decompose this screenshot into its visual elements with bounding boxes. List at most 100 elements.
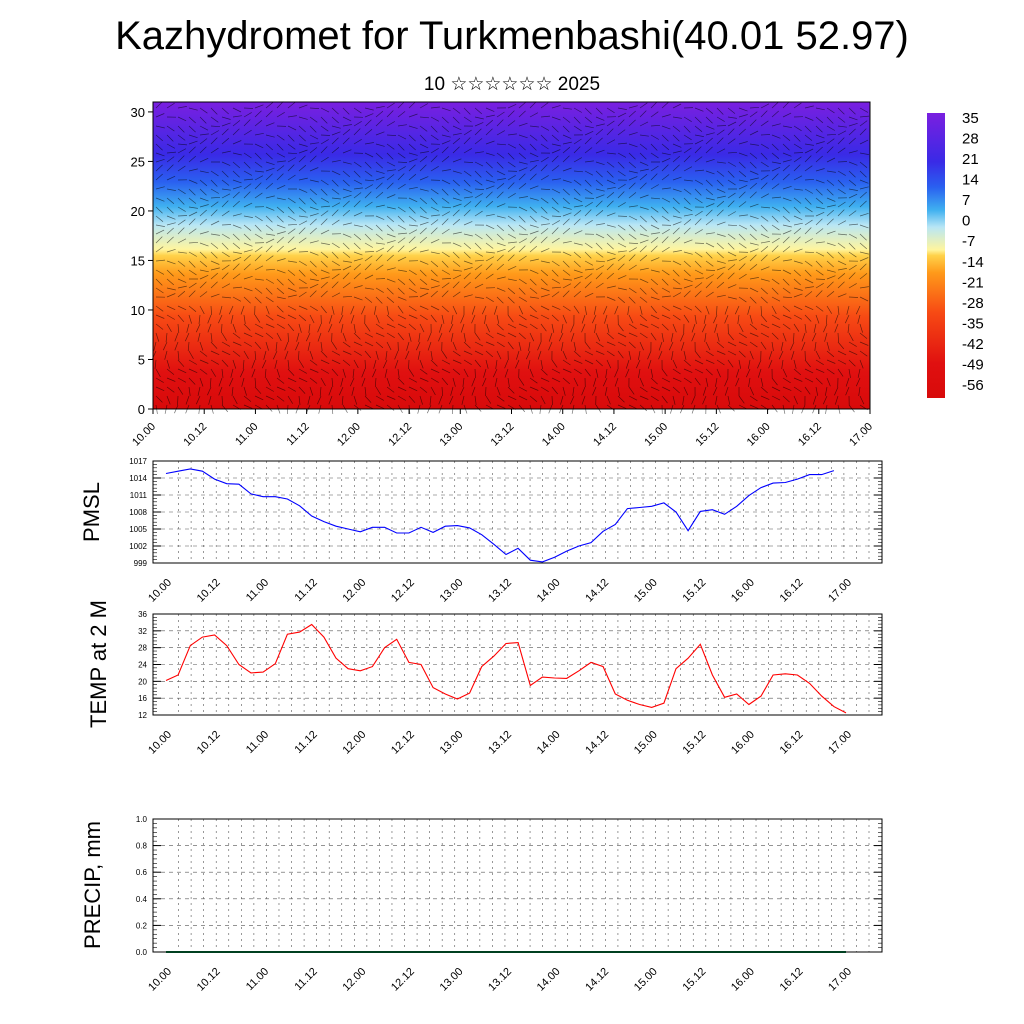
colorbar-label: -49 [962, 356, 984, 373]
x-tick-label: 15.00 [632, 577, 660, 605]
heatmap-panel: 0 5 10 15 20 25 30 10.00 10.12 11.00 11.12 12.00 12.… [130, 101, 984, 449]
x-tick-label: 15.00 [632, 729, 660, 757]
x-tick-label: 12.00 [340, 729, 368, 757]
x-tick-label: 14.00 [535, 729, 563, 757]
x-tick-label: 11.00 [233, 421, 260, 448]
x-tick-label: 14.00 [535, 966, 563, 994]
x-tick-label: 13.12 [489, 421, 517, 449]
colorbar-label: -7 [962, 233, 975, 250]
colorbar-label: 28 [962, 131, 979, 148]
y-tick-label: 32 [138, 627, 147, 636]
y-tick-label: 1.0 [136, 815, 148, 824]
panel-pressure: 999 1002 1005 1008 1011 1014 1017 10.00 10.12 11.… [79, 457, 883, 605]
y-tick-label: 5 [138, 352, 145, 367]
x-tick-label: 10.12 [195, 729, 223, 757]
colorbar-label: 14 [962, 172, 979, 189]
y-tick-label: 1011 [130, 491, 148, 500]
colorbar-label: -14 [962, 254, 984, 271]
x-tick-label: 15.00 [642, 421, 670, 449]
x-tick-label: 14.12 [583, 577, 611, 605]
x-tick-label: 10.00 [130, 421, 158, 449]
y-tick-label: 0.6 [136, 868, 148, 877]
x-tick-label: 10.00 [146, 577, 174, 605]
colorbar-label: -35 [962, 315, 984, 332]
x-tick-label: 12.12 [386, 421, 414, 449]
y-tick-label: 30 [131, 105, 145, 120]
x-tick-label: 11.00 [244, 966, 271, 993]
x-tick-label: 17.00 [847, 421, 875, 449]
colorbar-label: -28 [962, 295, 984, 312]
x-tick-label: 10.00 [146, 729, 174, 757]
x-tick-label: 16.00 [729, 577, 757, 605]
x-tick-label: 13.12 [486, 729, 514, 757]
plot-frame [152, 613, 883, 716]
series-line [165, 468, 835, 563]
x-tick-label: 15.12 [680, 966, 708, 994]
colorbar-label: -56 [962, 377, 984, 394]
page-subtitle: 10 ☆☆☆☆☆☆ 2025 [423, 74, 601, 95]
x-tick-label: 12.00 [335, 421, 363, 449]
y-tick-label: 1014 [129, 474, 147, 483]
colorbar-label: -42 [962, 336, 984, 353]
page-title: Kazhydromet for Turkmenbashi(40.01 52.97… [115, 14, 909, 58]
y-tick-label: 28 [138, 644, 147, 653]
x-tick-label: 14.12 [591, 421, 619, 449]
panel-temperature: 12 16 20 24 28 32 36 10.00 10.12 11.00 11.12 12.00 1… [86, 600, 883, 757]
x-tick-label: 16.00 [729, 729, 757, 757]
y-tick-label: 0.4 [136, 895, 148, 904]
x-tick-label: 12.12 [389, 729, 417, 757]
x-tick-label: 13.00 [437, 421, 465, 449]
y-tick-label: 36 [138, 610, 147, 619]
x-tick-label: 13.00 [438, 577, 466, 605]
y-tick-label: 1002 [129, 542, 147, 551]
y-axis-label: PMSL [79, 482, 104, 542]
x-tick-label: 16.00 [745, 421, 773, 449]
y-tick-label: 0.8 [136, 842, 148, 851]
x-tick-label: 10.12 [195, 577, 223, 605]
x-tick-label: 13.00 [438, 966, 466, 994]
panel-precipitation: 0.0 0.2 0.4 0.6 0.8 1.0 10.00 10.12 11.00 11.12 12… [80, 815, 883, 994]
x-tick-label: 16.00 [729, 966, 757, 994]
x-tick-label: 13.12 [486, 966, 514, 994]
x-tick-label: 12.00 [340, 966, 368, 994]
colorbar [927, 113, 945, 398]
y-tick-label: 12 [138, 711, 147, 720]
x-tick-label: 14.00 [535, 577, 563, 605]
x-tick-label: 12.12 [389, 966, 417, 994]
x-tick-label: 15.12 [680, 577, 708, 605]
series-line [165, 623, 847, 714]
y-axis-label: PRECIP, mm [80, 821, 105, 949]
x-tick-label: 16.12 [778, 729, 806, 757]
y-tick-label: 16 [138, 694, 147, 703]
y-tick-label: 1017 [129, 457, 147, 466]
x-tick-label: 11.12 [284, 421, 311, 448]
colorbar-label: 7 [962, 192, 970, 209]
y-tick-label: 1008 [129, 508, 147, 517]
x-tick-label: 10.12 [195, 966, 223, 994]
x-tick-label: 12.00 [340, 577, 368, 605]
y-tick-label: 24 [138, 661, 147, 670]
wind-barbs [151, 101, 870, 415]
x-tick-label: 14.12 [583, 729, 611, 757]
x-tick-label: 11.12 [292, 577, 319, 604]
x-tick-label: 17.00 [826, 577, 854, 605]
x-tick-label: 17.00 [826, 966, 854, 994]
x-tick-label: 15.12 [680, 729, 708, 757]
y-tick-label: 15 [131, 253, 145, 268]
colorbar-label: -21 [962, 274, 984, 291]
y-tick-label: 20 [131, 204, 145, 219]
plot-frame [152, 460, 883, 564]
y-tick-label: 25 [131, 154, 145, 169]
x-tick-label: 14.12 [583, 966, 611, 994]
colorbar-label: 0 [962, 213, 970, 230]
y-tick-label: 1005 [129, 525, 147, 534]
x-tick-label: 15.00 [632, 966, 660, 994]
y-tick-label: 0.2 [136, 921, 148, 930]
x-tick-label: 11.00 [244, 577, 271, 604]
y-tick-label: 0.0 [136, 948, 148, 957]
y-tick-label: 0 [138, 402, 145, 417]
x-tick-label: 10.00 [146, 966, 174, 994]
y-tick-label: 999 [134, 559, 148, 568]
x-tick-label: 10.12 [181, 421, 209, 449]
